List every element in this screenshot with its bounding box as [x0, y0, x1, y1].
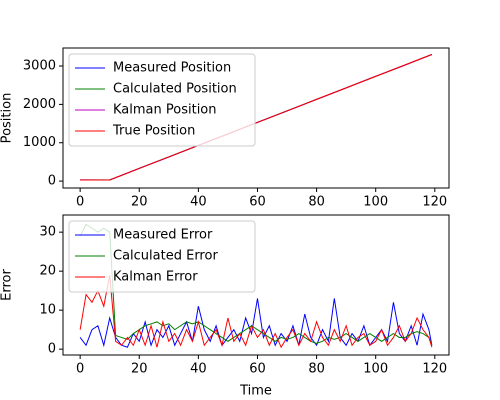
y-tick-label: 3000 — [23, 59, 56, 74]
legend-label: True Position — [112, 124, 195, 139]
x-tick-label: 100 — [363, 195, 388, 210]
x-tick-label: 0 — [76, 362, 84, 377]
y-tick-label: 2000 — [23, 97, 56, 112]
y-tick-label: 10 — [39, 303, 56, 318]
x-tick-label: 120 — [422, 195, 447, 210]
legend-label: Kalman Position — [113, 103, 217, 118]
x-tick-label: 60 — [249, 195, 266, 210]
x-tick-label: 20 — [131, 362, 148, 377]
y-tick-label: 0 — [48, 174, 56, 189]
series-line — [79, 274, 433, 349]
x-tick-label: 20 — [131, 195, 148, 210]
legend-box — [68, 53, 256, 147]
legend-label: Calculated Position — [113, 82, 237, 97]
legend-box — [68, 220, 256, 293]
x-tick-label: 40 — [190, 195, 207, 210]
x-axis-label: Time — [239, 384, 272, 399]
x-tick-label: 60 — [249, 362, 266, 377]
x-tick-label: 120 — [422, 362, 447, 377]
x-tick-label: 100 — [363, 362, 388, 377]
x-tick-label: 0 — [76, 195, 84, 210]
legend-label: Kalman Error — [113, 270, 198, 285]
legend-label: Calculated Error — [113, 249, 218, 264]
series-line — [80, 54, 433, 181]
x-tick-label: 80 — [308, 362, 325, 377]
y-tick-label: 1000 — [23, 135, 56, 150]
legend-label: Measured Position — [113, 61, 231, 76]
y-tick-label: 0 — [48, 342, 56, 357]
legend-label: Measured Error — [113, 228, 213, 243]
y-axis-label: Position — [0, 93, 15, 144]
x-tick-label: 40 — [190, 362, 207, 377]
x-tick-label: 80 — [308, 195, 325, 210]
axes-frame — [62, 214, 450, 356]
y-axis-label: Error — [0, 269, 15, 301]
y-tick-label: 30 — [39, 225, 56, 240]
y-tick-label: 20 — [39, 264, 56, 279]
axes-frame — [62, 47, 450, 189]
